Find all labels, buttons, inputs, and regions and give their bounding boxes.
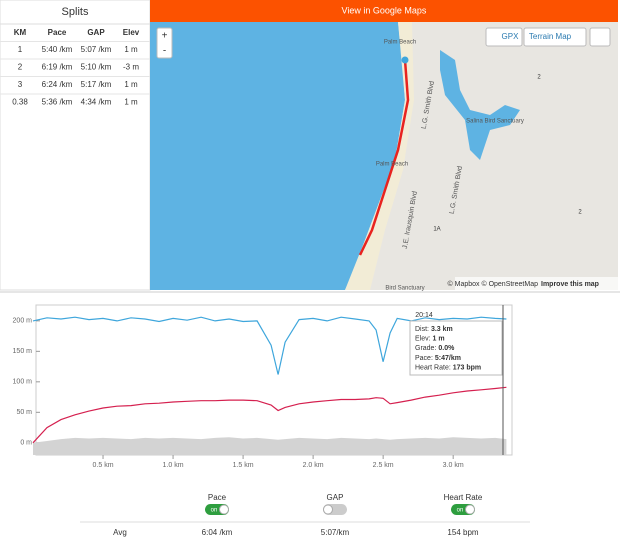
y-tick-label: 100 m xyxy=(13,379,33,386)
map-label: 2 xyxy=(578,210,582,216)
split-cell: 5:07 /km xyxy=(81,45,112,54)
tooltip-value: 0.0% xyxy=(438,345,455,352)
split-cell: 0.38 xyxy=(12,98,28,107)
x-tick-label: 2.5 km xyxy=(373,462,394,469)
tooltip-label: Grade: xyxy=(415,345,436,352)
google-maps-link[interactable]: View in Google Maps xyxy=(342,5,427,15)
column-header: Pace xyxy=(48,28,67,37)
avg-cell: 154 bpm xyxy=(447,528,478,537)
tooltip-row: Grade: 0.0% xyxy=(415,345,455,352)
tooltip-value: 5:47/km xyxy=(435,355,461,362)
avg-cell: 6:04 /km xyxy=(202,528,233,537)
route-start xyxy=(401,56,409,64)
google-maps-bar[interactable] xyxy=(150,0,618,22)
map-sea xyxy=(150,22,405,290)
split-cell: -3 m xyxy=(123,63,139,72)
map-label: 1A xyxy=(433,227,440,233)
map-beach xyxy=(345,22,414,290)
map: View in Google Maps + - GPX Terrain Map … xyxy=(150,0,618,292)
y-tick-label: 150 m xyxy=(13,348,33,355)
tooltip-value: 3.3 km xyxy=(431,326,453,333)
split-cell: 6:19 /km xyxy=(42,63,73,72)
toggle-knob[interactable] xyxy=(219,504,229,515)
toggle-label: GAP xyxy=(327,493,344,502)
y-tick-label: 50 m xyxy=(16,409,32,416)
map-label: Salina Bird Sanctuary xyxy=(466,119,524,125)
tooltip-row: Heart Rate: 173 bpm xyxy=(415,364,481,371)
toggle-knob[interactable] xyxy=(323,504,333,515)
tooltip-label: Heart Rate: xyxy=(415,364,451,371)
tooltip-time: 20:14 xyxy=(415,312,433,319)
route xyxy=(358,59,410,256)
tooltip-row: Pace: 5:47/km xyxy=(415,355,461,362)
split-cell: 5:40 /km xyxy=(42,45,73,54)
tooltip-row: Elev: 1 m xyxy=(415,335,445,342)
tooltip-value: 173 bpm xyxy=(453,364,481,371)
column-header: KM xyxy=(14,28,27,37)
split-cell: 1 m xyxy=(124,98,138,107)
split-cell: 5:36 /km xyxy=(42,98,73,107)
toggle-knob[interactable] xyxy=(465,504,475,515)
x-tick-label: 0.5 km xyxy=(93,462,114,469)
x-tick-label: 1.0 km xyxy=(163,462,184,469)
tooltip xyxy=(409,320,503,376)
gpx-button[interactable] xyxy=(485,27,523,47)
map-label: Palm Beach xyxy=(376,162,408,168)
toggle-state: on xyxy=(211,508,218,514)
elevation-area xyxy=(33,437,507,455)
tooltip-value: 1 m xyxy=(433,335,445,342)
toggle-label: Pace xyxy=(208,493,227,502)
split-cell: 5:17 /km xyxy=(81,80,112,89)
map-style-label[interactable]: Terrain Map xyxy=(529,32,572,41)
series-line xyxy=(32,386,507,444)
avg-cell: Avg xyxy=(113,528,127,537)
splits-table: KM Pace GAP Elev 1 5:40 /km 5:07 /km 1 m 2 6:19 /… xyxy=(0,28,150,107)
map-label: 2 xyxy=(537,75,541,81)
avg-cell: 5:07/km xyxy=(321,528,350,537)
tooltip-row: Dist: 3.3 km xyxy=(415,326,453,333)
map-style-button[interactable] xyxy=(523,27,587,47)
toggle-label: Heart Rate xyxy=(444,493,483,502)
split-cell: 1 m xyxy=(124,45,138,54)
zoom-out[interactable]: - xyxy=(163,46,166,57)
x-tick-label: 1.5 km xyxy=(233,462,254,469)
series-line xyxy=(32,316,507,375)
chart: 0 m 50 m 100 m 150 m 200 m 0.5 km 1.0 km 1.5 km… xyxy=(13,305,507,469)
map-label: Bird Sanctuary xyxy=(385,286,424,292)
map-lagoon xyxy=(440,50,520,160)
map-label: Palm Beach xyxy=(384,40,416,46)
tooltip-label: Elev: xyxy=(415,335,431,342)
fullscreen-button[interactable] xyxy=(589,27,611,47)
y-tick-label: 200 m xyxy=(13,318,33,325)
stats: Pace on GAP Heart Rate on Avg 6:04 /km 5:07/km 1… xyxy=(80,493,530,537)
split-cell: 5:10 /km xyxy=(81,63,112,72)
improve-map[interactable]: Improve this map xyxy=(541,281,599,288)
column-header: GAP xyxy=(87,28,105,37)
attribution: © Mapbox © OpenStreetMap xyxy=(448,280,539,288)
y-tick-label: 0 m xyxy=(20,440,32,447)
zoom-in[interactable]: + xyxy=(162,31,168,42)
split-cell: 1 m xyxy=(124,80,138,89)
zoom-control[interactable] xyxy=(156,27,173,59)
split-cell: 1 xyxy=(18,45,23,54)
column-header: Elev xyxy=(123,28,140,37)
attribution-bg xyxy=(455,277,618,290)
splits-panel xyxy=(0,0,151,291)
splits-title: Splits xyxy=(62,6,89,18)
split-cell: 3 xyxy=(18,80,23,89)
tooltip-label: Pace: xyxy=(415,355,433,362)
gpx-label[interactable]: GPX xyxy=(502,32,520,41)
split-cell: 6:24 /km xyxy=(42,80,73,89)
split-cell: 4:34 /km xyxy=(81,98,112,107)
tooltip-label: Dist: xyxy=(415,326,429,333)
toggle-state: on xyxy=(457,508,464,514)
x-tick-label: 2.0 km xyxy=(303,462,324,469)
split-cell: 2 xyxy=(18,63,23,72)
x-tick-label: 3.0 km xyxy=(443,462,464,469)
